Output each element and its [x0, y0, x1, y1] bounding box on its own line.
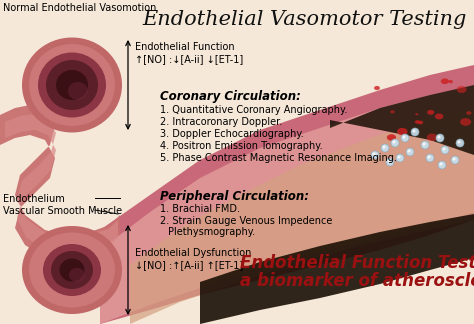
Text: Plethysmography.: Plethysmography.: [168, 227, 255, 237]
Ellipse shape: [448, 80, 453, 83]
Circle shape: [438, 135, 440, 138]
Polygon shape: [330, 85, 474, 155]
Ellipse shape: [390, 110, 395, 113]
Ellipse shape: [68, 82, 88, 100]
Ellipse shape: [60, 259, 84, 282]
Text: 2. Intracoronary Doppler.: 2. Intracoronary Doppler.: [160, 117, 282, 127]
Text: 3. Doppler Echocardiography.: 3. Doppler Echocardiography.: [160, 129, 304, 139]
Ellipse shape: [22, 226, 122, 314]
Ellipse shape: [69, 268, 85, 282]
Circle shape: [426, 154, 434, 162]
Text: 1. Brachial FMD.: 1. Brachial FMD.: [160, 204, 240, 214]
Ellipse shape: [415, 120, 420, 124]
Ellipse shape: [397, 128, 408, 135]
Text: 1. Quantitative Coronary Angiography.: 1. Quantitative Coronary Angiography.: [160, 105, 347, 115]
Ellipse shape: [29, 44, 115, 126]
Circle shape: [406, 148, 414, 156]
Circle shape: [422, 143, 426, 145]
Ellipse shape: [51, 251, 93, 289]
Circle shape: [428, 156, 430, 158]
Text: Peripheral Circulation:: Peripheral Circulation:: [160, 190, 309, 203]
Circle shape: [392, 141, 395, 144]
Circle shape: [398, 156, 401, 158]
Circle shape: [391, 139, 399, 147]
Circle shape: [443, 147, 446, 151]
Ellipse shape: [22, 38, 122, 133]
Circle shape: [453, 157, 456, 160]
Text: Endothelial Dysfunction: Endothelial Dysfunction: [135, 248, 251, 258]
Circle shape: [396, 154, 404, 162]
Text: ↓[NO] :↑[A-ii] ↑[ET-1]: ↓[NO] :↑[A-ii] ↑[ET-1]: [135, 260, 243, 270]
Circle shape: [421, 141, 429, 149]
Polygon shape: [5, 114, 118, 255]
Polygon shape: [100, 65, 474, 324]
Circle shape: [441, 146, 449, 154]
Text: 2. Strain Gauge Venous Impedence: 2. Strain Gauge Venous Impedence: [160, 216, 332, 226]
Ellipse shape: [387, 134, 396, 141]
Text: Vascular Smooth Muscle: Vascular Smooth Muscle: [3, 206, 122, 216]
Text: a biomarker of atherosclerosis: a biomarker of atherosclerosis: [240, 272, 474, 290]
Ellipse shape: [46, 60, 98, 110]
Circle shape: [373, 153, 375, 156]
Polygon shape: [100, 85, 474, 324]
Text: Endothelial Function: Endothelial Function: [135, 42, 235, 52]
Ellipse shape: [456, 86, 466, 93]
Ellipse shape: [38, 52, 106, 118]
Text: Coronary Circulation:: Coronary Circulation:: [160, 90, 301, 103]
Circle shape: [456, 139, 464, 147]
Polygon shape: [200, 214, 474, 324]
Ellipse shape: [43, 244, 101, 296]
Circle shape: [401, 134, 409, 142]
Circle shape: [381, 144, 389, 152]
Text: Endothelium: Endothelium: [3, 194, 65, 204]
Ellipse shape: [441, 78, 449, 84]
Circle shape: [388, 159, 391, 163]
Ellipse shape: [460, 118, 471, 126]
Ellipse shape: [466, 111, 472, 115]
Circle shape: [439, 163, 443, 166]
Polygon shape: [130, 108, 474, 324]
Polygon shape: [0, 105, 120, 263]
Circle shape: [383, 145, 385, 148]
Text: 5. Phase Contrast Magnetic Resonance Imaging.: 5. Phase Contrast Magnetic Resonance Ima…: [160, 153, 397, 163]
Text: ↑[NO] :↓[A-ii] ↓[ET-1]: ↑[NO] :↓[A-ii] ↓[ET-1]: [135, 54, 243, 64]
Ellipse shape: [418, 121, 423, 124]
Text: Endothelial Vasomotor Testing: Endothelial Vasomotor Testing: [143, 10, 467, 29]
Circle shape: [438, 161, 446, 169]
Circle shape: [386, 158, 394, 166]
Ellipse shape: [374, 86, 380, 90]
Text: Endothelial Function Testing:: Endothelial Function Testing:: [240, 254, 474, 272]
Ellipse shape: [427, 133, 438, 141]
Circle shape: [411, 128, 419, 136]
Circle shape: [457, 141, 461, 144]
Text: Normal Endothelial Vasomotion: Normal Endothelial Vasomotion: [3, 3, 156, 13]
Circle shape: [436, 134, 444, 142]
Ellipse shape: [427, 110, 434, 115]
Circle shape: [402, 135, 405, 138]
Text: 4. Positron Emission Tomography.: 4. Positron Emission Tomography.: [160, 141, 323, 151]
Ellipse shape: [435, 113, 443, 120]
Circle shape: [451, 156, 459, 164]
Ellipse shape: [415, 113, 419, 115]
Ellipse shape: [56, 70, 88, 100]
Circle shape: [408, 149, 410, 153]
Circle shape: [371, 151, 379, 159]
Circle shape: [412, 130, 416, 133]
Ellipse shape: [29, 233, 115, 307]
